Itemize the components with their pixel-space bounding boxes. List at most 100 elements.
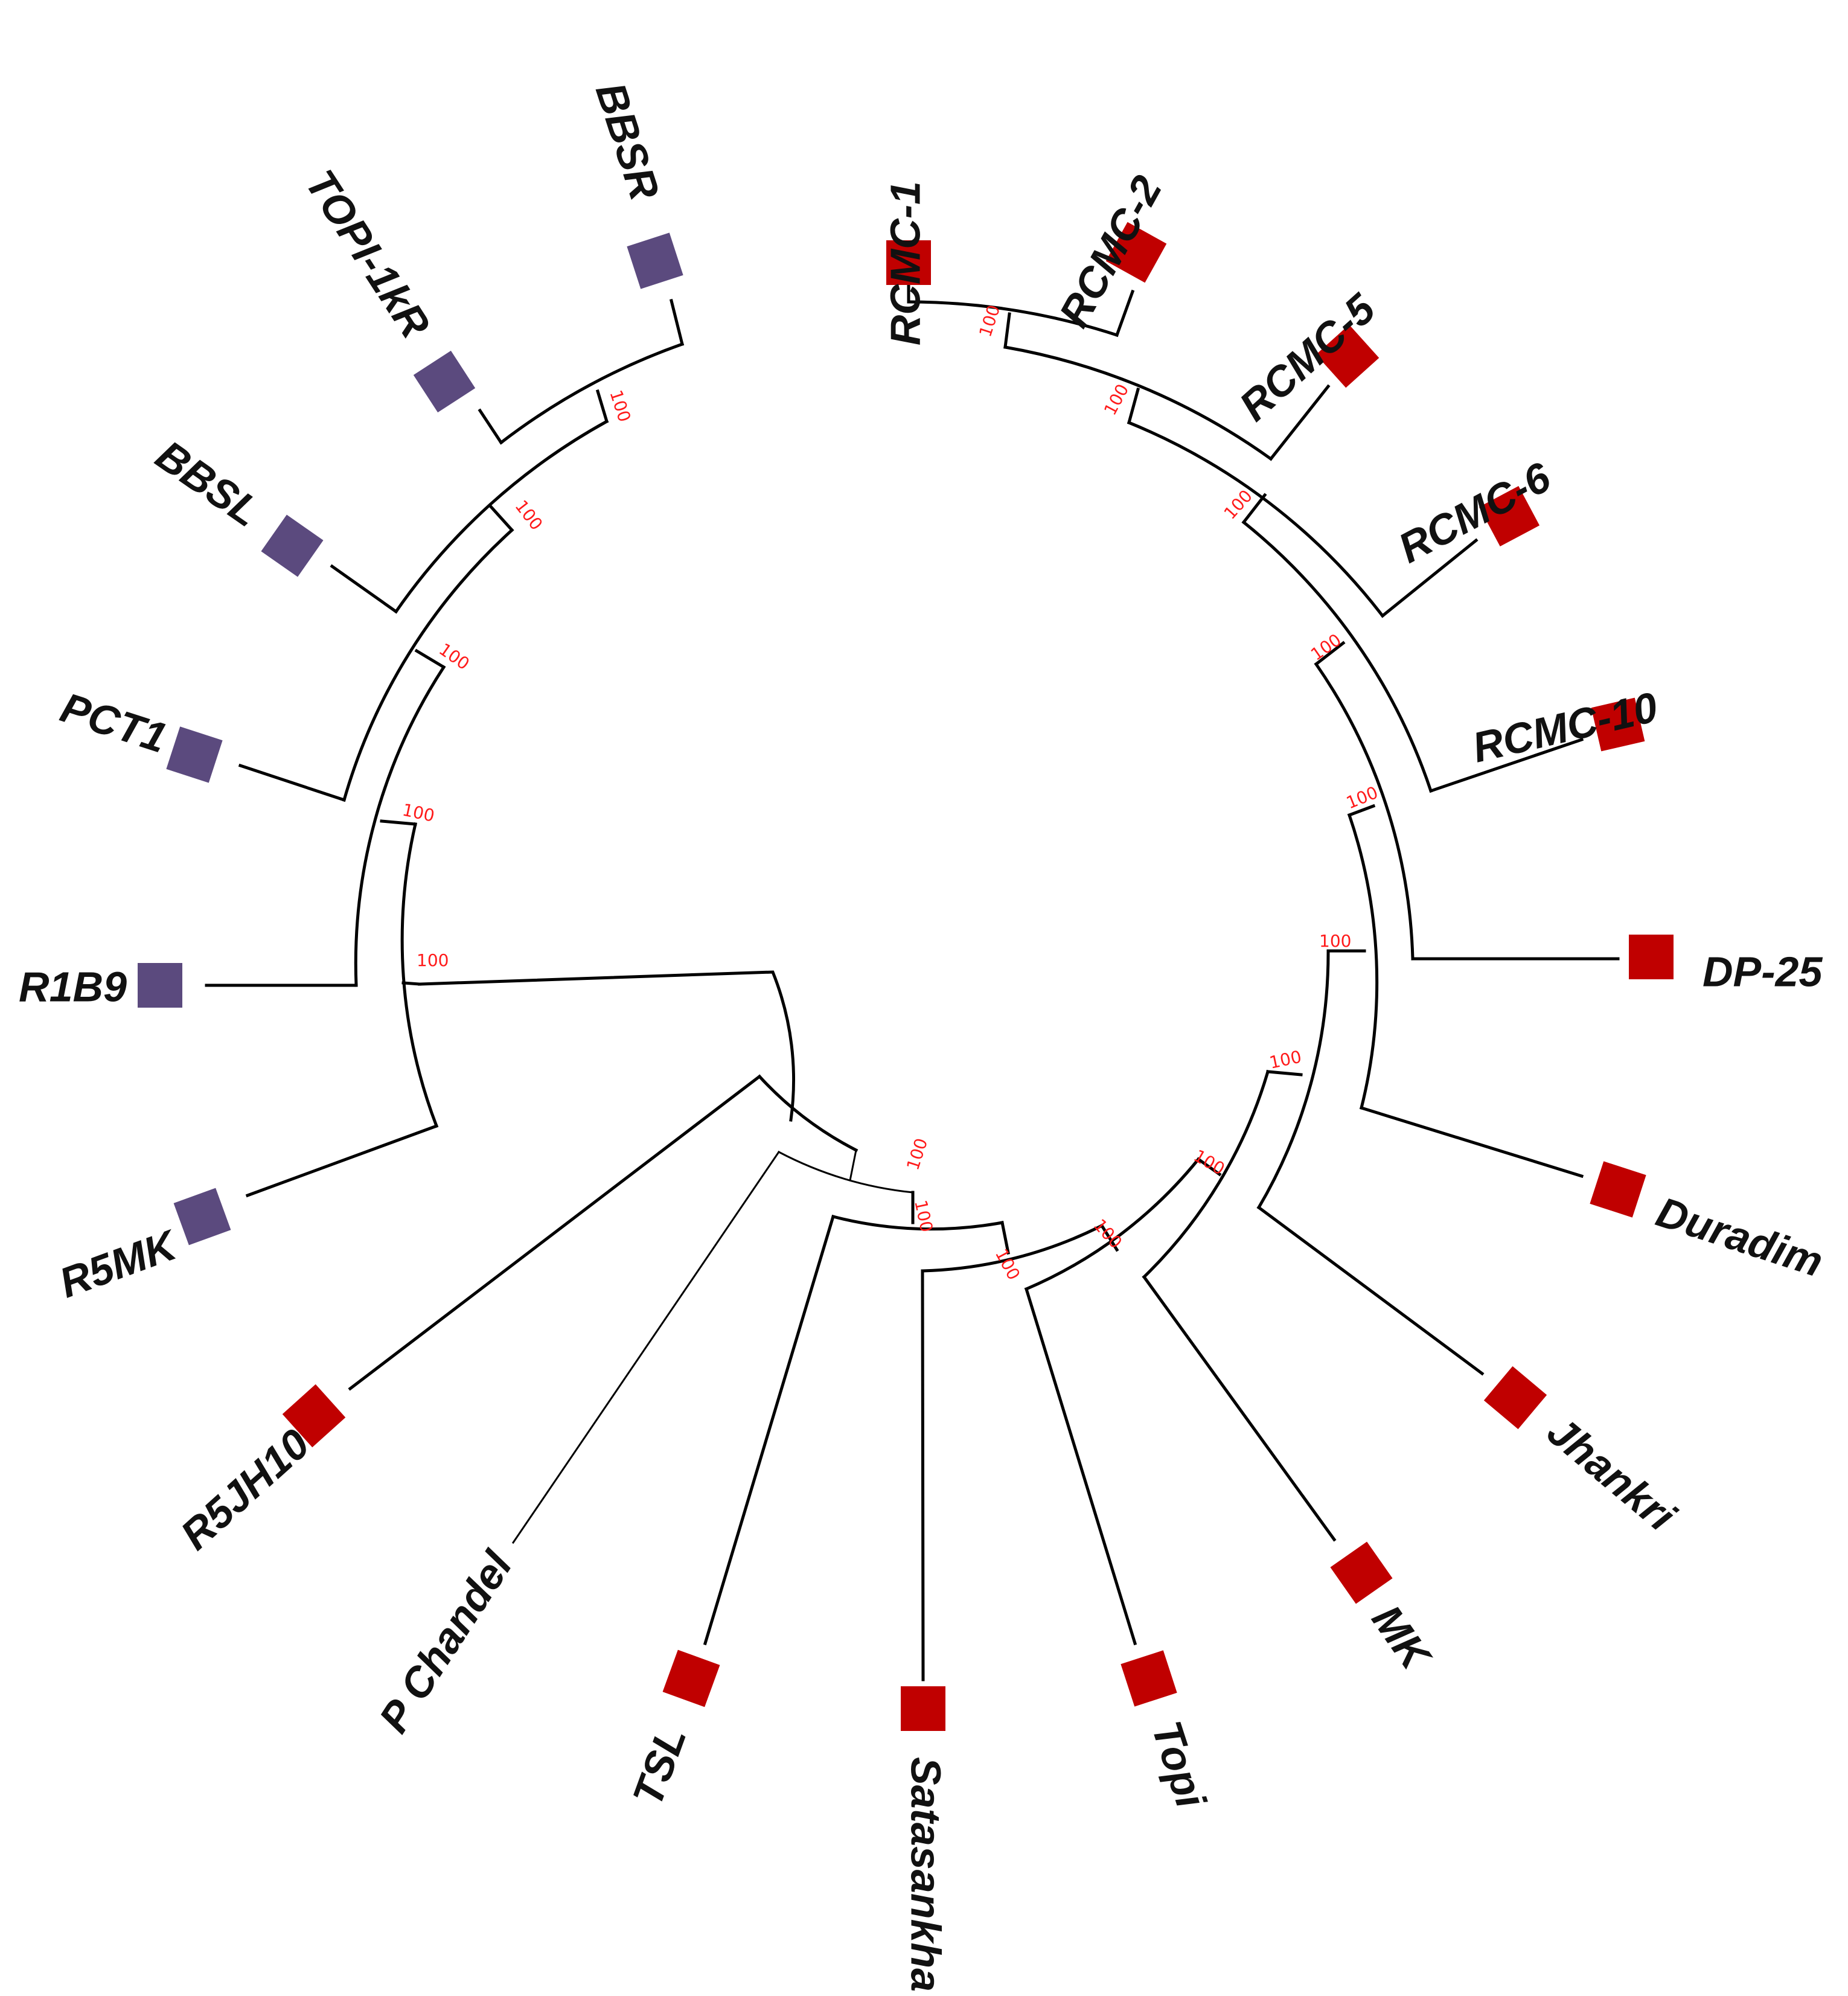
bootstrap-label-r5mk: 100	[417, 950, 449, 970]
group-marker-jhankri	[1483, 1366, 1547, 1430]
leaf-branch-topi	[1024, 1287, 1137, 1646]
bootstrap-label-rcmc-10: 100	[1307, 630, 1345, 665]
leaf-branch-bbsr	[669, 298, 685, 347]
branch-node-bbsl-stem	[488, 504, 514, 533]
leaf-branch-rcmc-6	[1380, 538, 1479, 618]
bootstrap-label-satasankha: 100	[991, 1246, 1024, 1284]
branch-node-pchandel-stem	[849, 1149, 857, 1182]
leaf-branch-p-chandel	[511, 1150, 781, 1544]
leaf-branch-mk	[1142, 1275, 1337, 1542]
branch-root-connector	[418, 970, 796, 1122]
branch-node-rcmc6-arc	[1127, 420, 1385, 618]
leaf-branch-tsl	[703, 1214, 836, 1646]
bootstrap-label-duradim: 100	[1319, 931, 1351, 951]
group-marker-rcmc-10	[1591, 697, 1645, 752]
group-marker-r5mk	[173, 1188, 231, 1246]
bootstrap-label-bbsl: 100	[511, 496, 546, 534]
branch-node-dp25-arc	[1314, 662, 1415, 961]
group-marker-bbsl	[261, 514, 324, 577]
leaf-branch-pct1	[238, 763, 347, 802]
branch-node-pchandel-arc	[777, 1150, 914, 1194]
taxon-label-topi-1kr: TOPI-1kR	[296, 162, 440, 347]
taxon-label-rcmc-6: RCMC-6	[1391, 453, 1559, 572]
group-marker-dp-25	[1629, 935, 1674, 979]
bootstrap-label-rcmc-5: 100	[1100, 381, 1133, 419]
taxon-label-topi: Topi	[1143, 1715, 1215, 1814]
leaf-branch-duradim	[1359, 1105, 1584, 1179]
group-marker-rcmc-5	[1316, 324, 1380, 388]
branch-node-rcmc5-stem	[1127, 387, 1140, 425]
group-marker-satasankha	[901, 1686, 945, 1731]
taxon-label-r1b9: R1B9	[19, 963, 127, 1010]
group-marker-duradim	[1590, 1161, 1646, 1218]
leaf-branch-rcmc-5	[1268, 384, 1331, 461]
branch-node-topi-arc	[1024, 1157, 1201, 1291]
leaf-branch-bbsl	[330, 564, 398, 614]
bootstrap-label-rcmc-1-rcmc-2: 100	[975, 302, 1004, 339]
branch-node-rcmc10-arc	[1241, 520, 1433, 793]
branch-node-r1b9-arc	[354, 665, 446, 987]
leaf-branch-rcmc-10	[1428, 737, 1584, 793]
taxon-label-satasankha: Satasankha	[903, 1757, 950, 1992]
branch-rcmc1-2-stem	[1003, 312, 1011, 349]
branch-node-dp25-stem	[1347, 804, 1376, 817]
group-marker-rcmc-2	[1105, 222, 1167, 283]
group-marker-pct1	[166, 726, 223, 783]
taxon-label-duradim: Duradim	[1651, 1188, 1829, 1286]
branch-node-rcmc6-stem	[1241, 493, 1267, 525]
branch-node-r5mk-arc	[400, 822, 439, 1128]
group-marker-rcmc-1	[886, 240, 931, 285]
branch-node-r5jh10-arc	[757, 1074, 858, 1153]
group-marker-topi	[1121, 1650, 1177, 1707]
group-marker-r1b9	[138, 963, 182, 1008]
branch-rcmc1-2-node	[907, 300, 1119, 337]
taxon-label-bbsl: BBSL	[148, 431, 269, 536]
bootstrap-label-rcmc-6: 100	[1220, 486, 1256, 523]
taxon-label-r5jh10: R5JH10	[171, 1420, 318, 1559]
leaf-branch-rcmc-2	[1114, 289, 1135, 337]
branch-node-mk-arc	[1142, 1069, 1270, 1279]
bootstrap-values: 1001001001001001001001001001001001001001…	[401, 302, 1381, 1283]
group-marker-r5jh10	[282, 1384, 346, 1448]
group-markers	[138, 222, 1674, 1731]
branch-node-duradim-arc	[1347, 813, 1379, 1110]
taxon-label-rcmc-1: RCMC-1	[881, 181, 929, 345]
branch-bbsr-topi-stem	[595, 389, 609, 424]
branch-node-pct1-arc	[342, 528, 514, 802]
taxon-label-pct1: PCT1	[55, 683, 172, 761]
group-marker-tsl	[662, 1649, 720, 1707]
bootstrap-label-bbsr-topi-1kr: 100	[606, 388, 635, 424]
bootstrap-label-jhankri: 100	[1268, 1046, 1303, 1072]
leaf-branch-r5mk	[245, 1124, 439, 1198]
taxon-label-tsl: TSL	[624, 1721, 695, 1812]
taxon-label-mk: MK	[1363, 1596, 1441, 1680]
bootstrap-label-dp-25: 100	[1343, 782, 1381, 813]
branch-bbsr-topi-node	[499, 342, 685, 445]
bootstrap-label-p-chandel: 100	[903, 1136, 932, 1172]
group-marker-topi-1kr	[413, 350, 476, 413]
taxon-label-rcmc-10: RCMC-10	[1468, 683, 1662, 772]
branch-node-rcmc5-arc	[1003, 345, 1273, 461]
group-marker-bbsr	[627, 232, 683, 289]
branch-node-jhankri-stem	[1266, 1070, 1303, 1076]
branch-node-r1b9-stem	[380, 819, 417, 826]
group-marker-rcmc-6	[1479, 485, 1540, 547]
taxon-label-bbsr: BBSR	[587, 77, 669, 206]
taxon-label-r5mk: R5MK	[53, 1221, 184, 1307]
branch-node-satasankha-stem	[1000, 1221, 1010, 1255]
bootstrap-label-topi: 100	[1090, 1215, 1126, 1253]
taxon-label-jhankri: Jhankri	[1538, 1407, 1684, 1541]
leaf-branch-r5jh10	[348, 1074, 762, 1391]
leaf-branch-topi-1kr	[478, 408, 504, 445]
tree-branches	[205, 264, 1620, 1681]
branch-node-pct1-stem	[414, 648, 446, 670]
branch-node-jhankri-arc	[1256, 949, 1330, 1210]
taxon-label-dp-25: DP-25	[1703, 948, 1823, 995]
branch-node-mk-stem	[1196, 1157, 1222, 1177]
group-marker-mk	[1330, 1541, 1393, 1604]
branch-node-tsl-arc	[831, 1214, 1004, 1231]
leaf-branch-satasankha	[921, 1269, 925, 1681]
leaf-branch-jhankri	[1256, 1205, 1485, 1376]
branch-node-r5mk-stem	[401, 981, 421, 986]
